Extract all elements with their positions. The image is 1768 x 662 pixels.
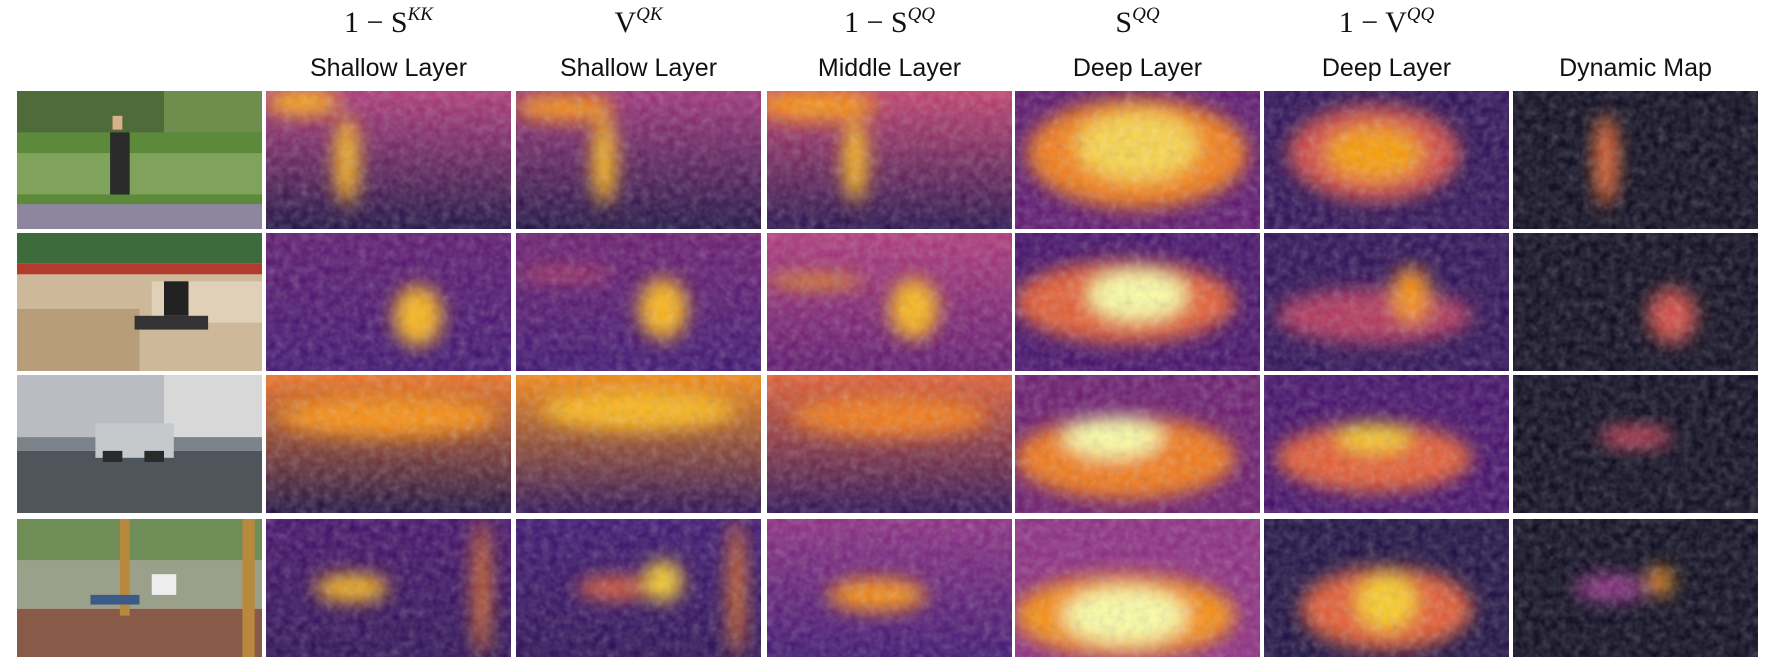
math-header: SQQ [1115, 4, 1159, 39]
heatmap [266, 233, 511, 371]
heatmap [1264, 519, 1509, 657]
heatmap [767, 519, 1012, 657]
heatmap [516, 233, 761, 371]
heatmap [1015, 233, 1260, 371]
heatmap [266, 88, 511, 229]
heatmap [1015, 91, 1260, 229]
heatmap [1513, 375, 1758, 513]
heatmap [755, 88, 1012, 229]
math-header: 1 − SQQ [844, 4, 935, 39]
photo [17, 519, 262, 657]
column-label: Shallow Layer [310, 54, 467, 82]
heatmap [1015, 375, 1260, 513]
heatmap [1264, 233, 1509, 371]
photo [17, 233, 262, 371]
column-label: Deep Layer [1322, 54, 1451, 82]
math-header: VQK [614, 4, 663, 39]
heatmap [266, 375, 511, 513]
heatmap [516, 519, 761, 657]
math-header: 1 − VQQ [1339, 4, 1435, 39]
heatmap [767, 375, 1012, 513]
column-label: Shallow Layer [560, 54, 717, 82]
heatmap [1513, 519, 1758, 657]
photo [17, 375, 262, 513]
heatmap [1513, 91, 1758, 229]
column-label: Dynamic Map [1559, 54, 1712, 82]
heatmap [516, 375, 761, 513]
column-label: Middle Layer [818, 54, 961, 82]
heatmap [767, 233, 1012, 371]
heatmap [1264, 91, 1509, 229]
heatmap [1264, 375, 1509, 513]
heatmap [1015, 519, 1260, 657]
math-header: 1 − SKK [344, 4, 434, 39]
heatmap [1513, 233, 1758, 371]
heatmap [266, 519, 511, 657]
photo [17, 91, 262, 229]
column-label: Deep Layer [1073, 54, 1202, 82]
heatmap [516, 91, 761, 229]
figure: 1 − SKK Shallow Layer VQK Shallow Layer 1 − … [0, 0, 1768, 662]
